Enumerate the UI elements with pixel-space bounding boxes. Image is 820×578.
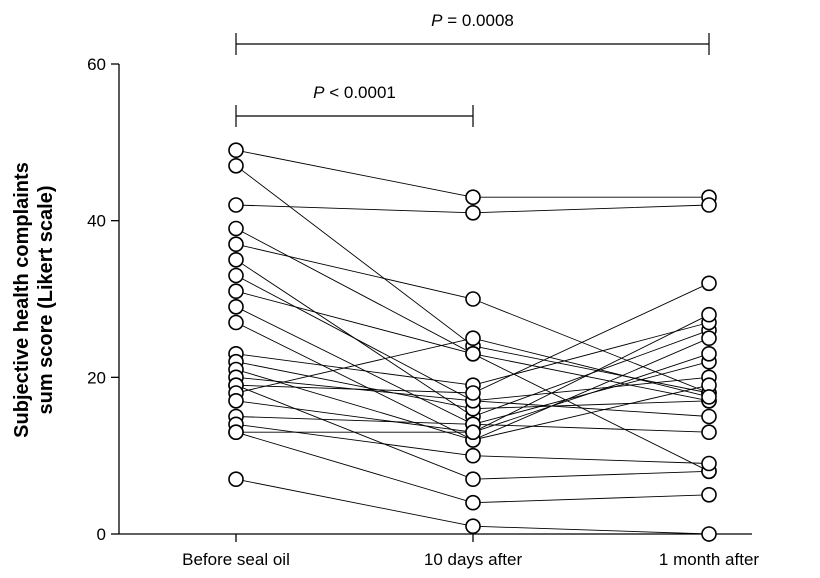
data-point: [701, 526, 717, 542]
p-value-symbol: P: [313, 83, 325, 102]
x-tick-label: 10 days after: [424, 550, 523, 569]
subject-line: [235, 243, 710, 394]
data-point: [228, 283, 244, 300]
data-point: [465, 424, 481, 441]
data-point: [701, 455, 717, 472]
data-point: [465, 189, 481, 205]
data-point: [465, 385, 481, 401]
p-value-label: P = 0.0008: [431, 11, 514, 30]
p-value-symbol: P: [431, 11, 443, 30]
data-points: [228, 142, 717, 542]
data-point: [465, 205, 481, 221]
data-point: [465, 494, 481, 511]
data-point: [228, 236, 244, 252]
data-point: [228, 220, 244, 237]
data-point: [701, 486, 717, 503]
data-point: [465, 330, 481, 347]
p-value-label: P < 0.0001: [313, 83, 396, 102]
data-point: [701, 408, 717, 425]
data-point: [228, 471, 244, 488]
data-point: [701, 306, 717, 323]
data-point: [228, 142, 244, 158]
data-point: [465, 471, 481, 488]
data-point: [465, 447, 481, 464]
axes: 0 20 40 60 Before seal oil 10 days after 1 mon…: [87, 55, 759, 569]
y-tick-label: 20: [87, 368, 106, 387]
data-point: [701, 389, 717, 405]
data-point: [228, 314, 244, 331]
data-point: [228, 197, 244, 213]
x-tick-label: Before seal oil: [182, 550, 290, 569]
data-point: [465, 518, 481, 535]
data-point: [228, 267, 244, 284]
data-point: [465, 345, 481, 362]
y-axis-title-line-2: sum score (Likert scale): [35, 186, 57, 415]
y-tick-label: 60: [87, 55, 106, 74]
data-point: [701, 424, 717, 441]
data-point: [701, 197, 717, 213]
data-point: [228, 424, 244, 441]
y-tick-label: 40: [87, 212, 106, 231]
data-point: [701, 345, 717, 362]
data-point: [228, 251, 244, 268]
subject-line: [235, 228, 710, 402]
x-tick-label: 1 month after: [659, 550, 760, 569]
y-tick-label: 0: [97, 525, 106, 544]
data-point: [228, 392, 244, 409]
p-value-text: = 0.0008: [442, 11, 513, 30]
p-value-text: < 0.0001: [324, 83, 395, 102]
data-point: [228, 158, 244, 174]
y-axis-title: Subjective health complaints sum score (…: [11, 162, 57, 438]
data-point: [701, 275, 717, 292]
data-point: [465, 291, 481, 307]
data-point: [228, 298, 244, 315]
y-axis-title-line-1: Subjective health complaints: [11, 162, 33, 438]
data-point: [701, 330, 717, 347]
